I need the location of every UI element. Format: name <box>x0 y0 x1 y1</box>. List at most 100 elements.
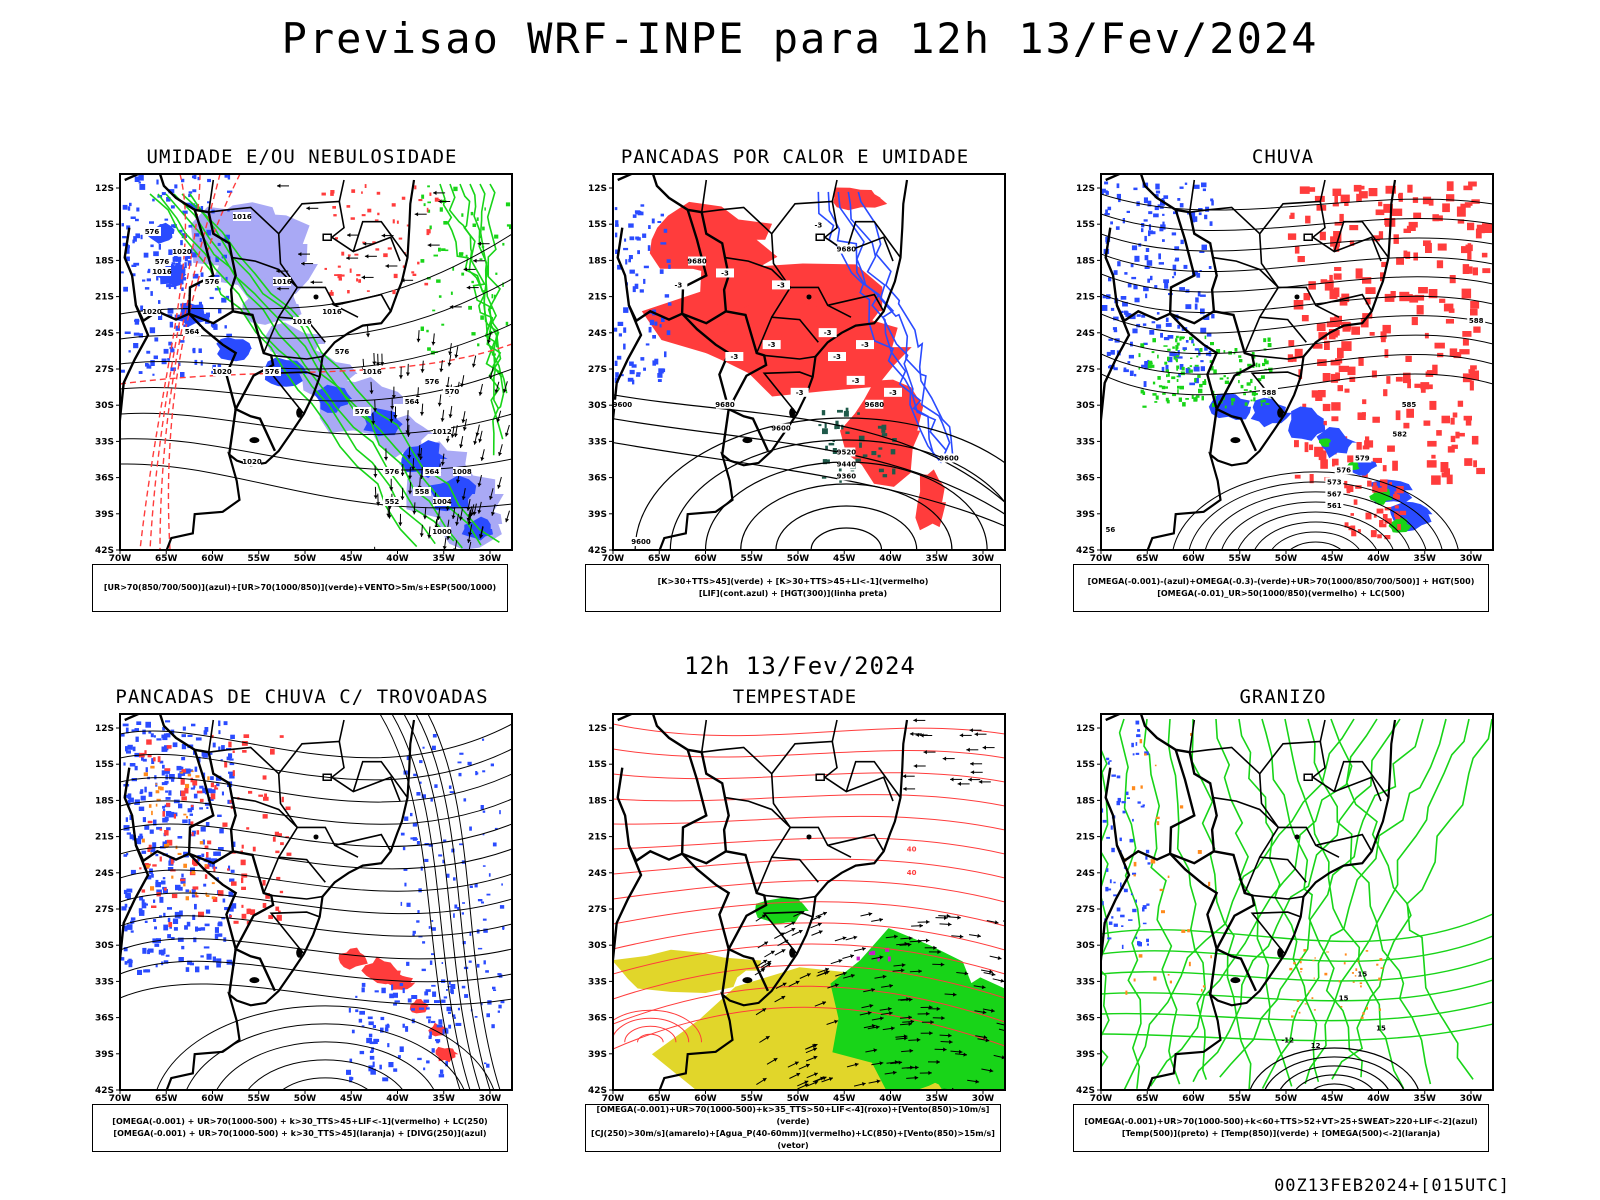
contour-label: -3 <box>790 387 809 397</box>
shaded-cell <box>1157 204 1161 207</box>
streamline <box>1101 253 1493 273</box>
lat-tick-label: 12S <box>95 184 114 194</box>
shaded-cell <box>426 1007 430 1010</box>
wind-vector <box>950 1049 963 1054</box>
country-border <box>1169 312 1219 410</box>
shaded-cell <box>170 205 175 209</box>
shaded-cell <box>1253 393 1258 396</box>
wind-vector <box>981 969 993 974</box>
lat-tick-label: 33S <box>95 437 114 447</box>
shaded-cell <box>124 961 128 965</box>
shaded-cell <box>663 228 668 233</box>
shaded-cell <box>1163 337 1170 341</box>
shaded-cell <box>1190 357 1193 359</box>
shaded-cell <box>1376 487 1384 493</box>
contour-label: 588 <box>1260 387 1278 397</box>
shaded-cell <box>211 858 218 863</box>
shaded-cell <box>173 813 176 819</box>
shaded-cell <box>332 206 336 209</box>
coastline <box>658 719 909 1090</box>
wind-vector <box>835 971 847 977</box>
shaded-cell <box>167 907 172 910</box>
shaded-cell <box>1332 458 1339 467</box>
contour-label: 15 <box>1357 971 1367 979</box>
shaded-cell <box>1163 195 1169 199</box>
contour-label: 9600 <box>939 453 959 463</box>
shaded-cell <box>1191 338 1194 344</box>
shaded-cell <box>1126 210 1130 213</box>
shaded-cell <box>1151 351 1155 354</box>
shaded-cell <box>1240 384 1244 389</box>
shaded-cell <box>1146 260 1153 266</box>
shaded-cell <box>230 869 235 873</box>
shaded-cell <box>1357 412 1366 420</box>
wind-vector <box>956 971 969 976</box>
map-frame <box>119 713 513 1091</box>
lon-tick-label: 60W <box>1182 554 1205 564</box>
wind-vector <box>472 503 477 516</box>
shaded-cell <box>469 885 473 888</box>
shaded-cell <box>1126 797 1130 799</box>
shaded-cell <box>164 768 171 772</box>
federal-district <box>1303 773 1313 782</box>
shaded-cell <box>1194 364 1199 367</box>
shaded-cell <box>640 357 645 361</box>
shaded-cell <box>144 786 147 793</box>
shaded-cell <box>1394 505 1399 509</box>
shaded-cell <box>1350 513 1354 516</box>
wind-vector <box>900 997 913 1002</box>
shaded-cell <box>192 830 196 835</box>
wind-vector <box>909 939 922 944</box>
shaded-cell <box>187 960 192 965</box>
lat-tick-label: 18S <box>588 256 607 266</box>
streamline <box>613 723 1005 737</box>
svg-text:9600: 9600 <box>631 538 651 546</box>
panel-legend: [UR>70(850/700/500)](azul)+[UR>70(1000/8… <box>92 564 508 612</box>
shaded-cell <box>1175 355 1179 358</box>
lat-tick-label: 27S <box>95 365 114 375</box>
shaded-cell <box>445 1061 448 1067</box>
shaded-cell <box>1179 203 1184 208</box>
shaded-cell <box>200 206 204 212</box>
contour-label: -3 <box>828 352 846 362</box>
coastline <box>658 179 909 550</box>
shaded-cell <box>159 915 162 918</box>
contour-line <box>486 183 501 456</box>
wind-vector <box>948 915 961 920</box>
lagoa-dos-patos <box>1277 407 1284 418</box>
shaded-cell <box>1152 381 1156 385</box>
shaded-cell <box>862 454 868 457</box>
shaded-cell <box>1224 380 1230 384</box>
wind-vector <box>789 1072 801 1079</box>
lat-tick-label: 33S <box>588 437 607 447</box>
shaded-cell <box>122 242 127 247</box>
shaded-cell <box>480 805 484 810</box>
shaded-cell <box>1247 363 1252 367</box>
lon-tick-label: 65W <box>648 554 671 564</box>
lat-tick-label: 24S <box>588 329 607 339</box>
shaded-cell <box>1351 326 1360 335</box>
wind-vector <box>874 974 887 979</box>
shaded-cell <box>476 217 479 221</box>
shaded-cell <box>1449 275 1456 284</box>
shaded-cell <box>384 1027 389 1032</box>
shaded-cell <box>1333 231 1342 242</box>
wind-vector <box>868 1079 881 1084</box>
streamline <box>613 943 1005 975</box>
shaded-cell <box>1467 266 1473 274</box>
lat-tick-label: 24S <box>588 869 607 879</box>
lagoa-dos-patos <box>789 407 796 418</box>
shaded-cell <box>180 766 184 770</box>
country-border <box>1209 948 1218 995</box>
shaded-cell <box>145 721 151 728</box>
shaded-cell <box>135 838 142 845</box>
lat-tick-label: 21S <box>95 293 114 303</box>
shaded-cell <box>407 998 412 1003</box>
shaded-cell <box>184 306 189 309</box>
shaded-cell <box>1304 1003 1307 1005</box>
shaded-cell <box>1149 330 1155 335</box>
shaded-cell <box>1243 389 1248 391</box>
shaded-cell <box>127 799 131 806</box>
